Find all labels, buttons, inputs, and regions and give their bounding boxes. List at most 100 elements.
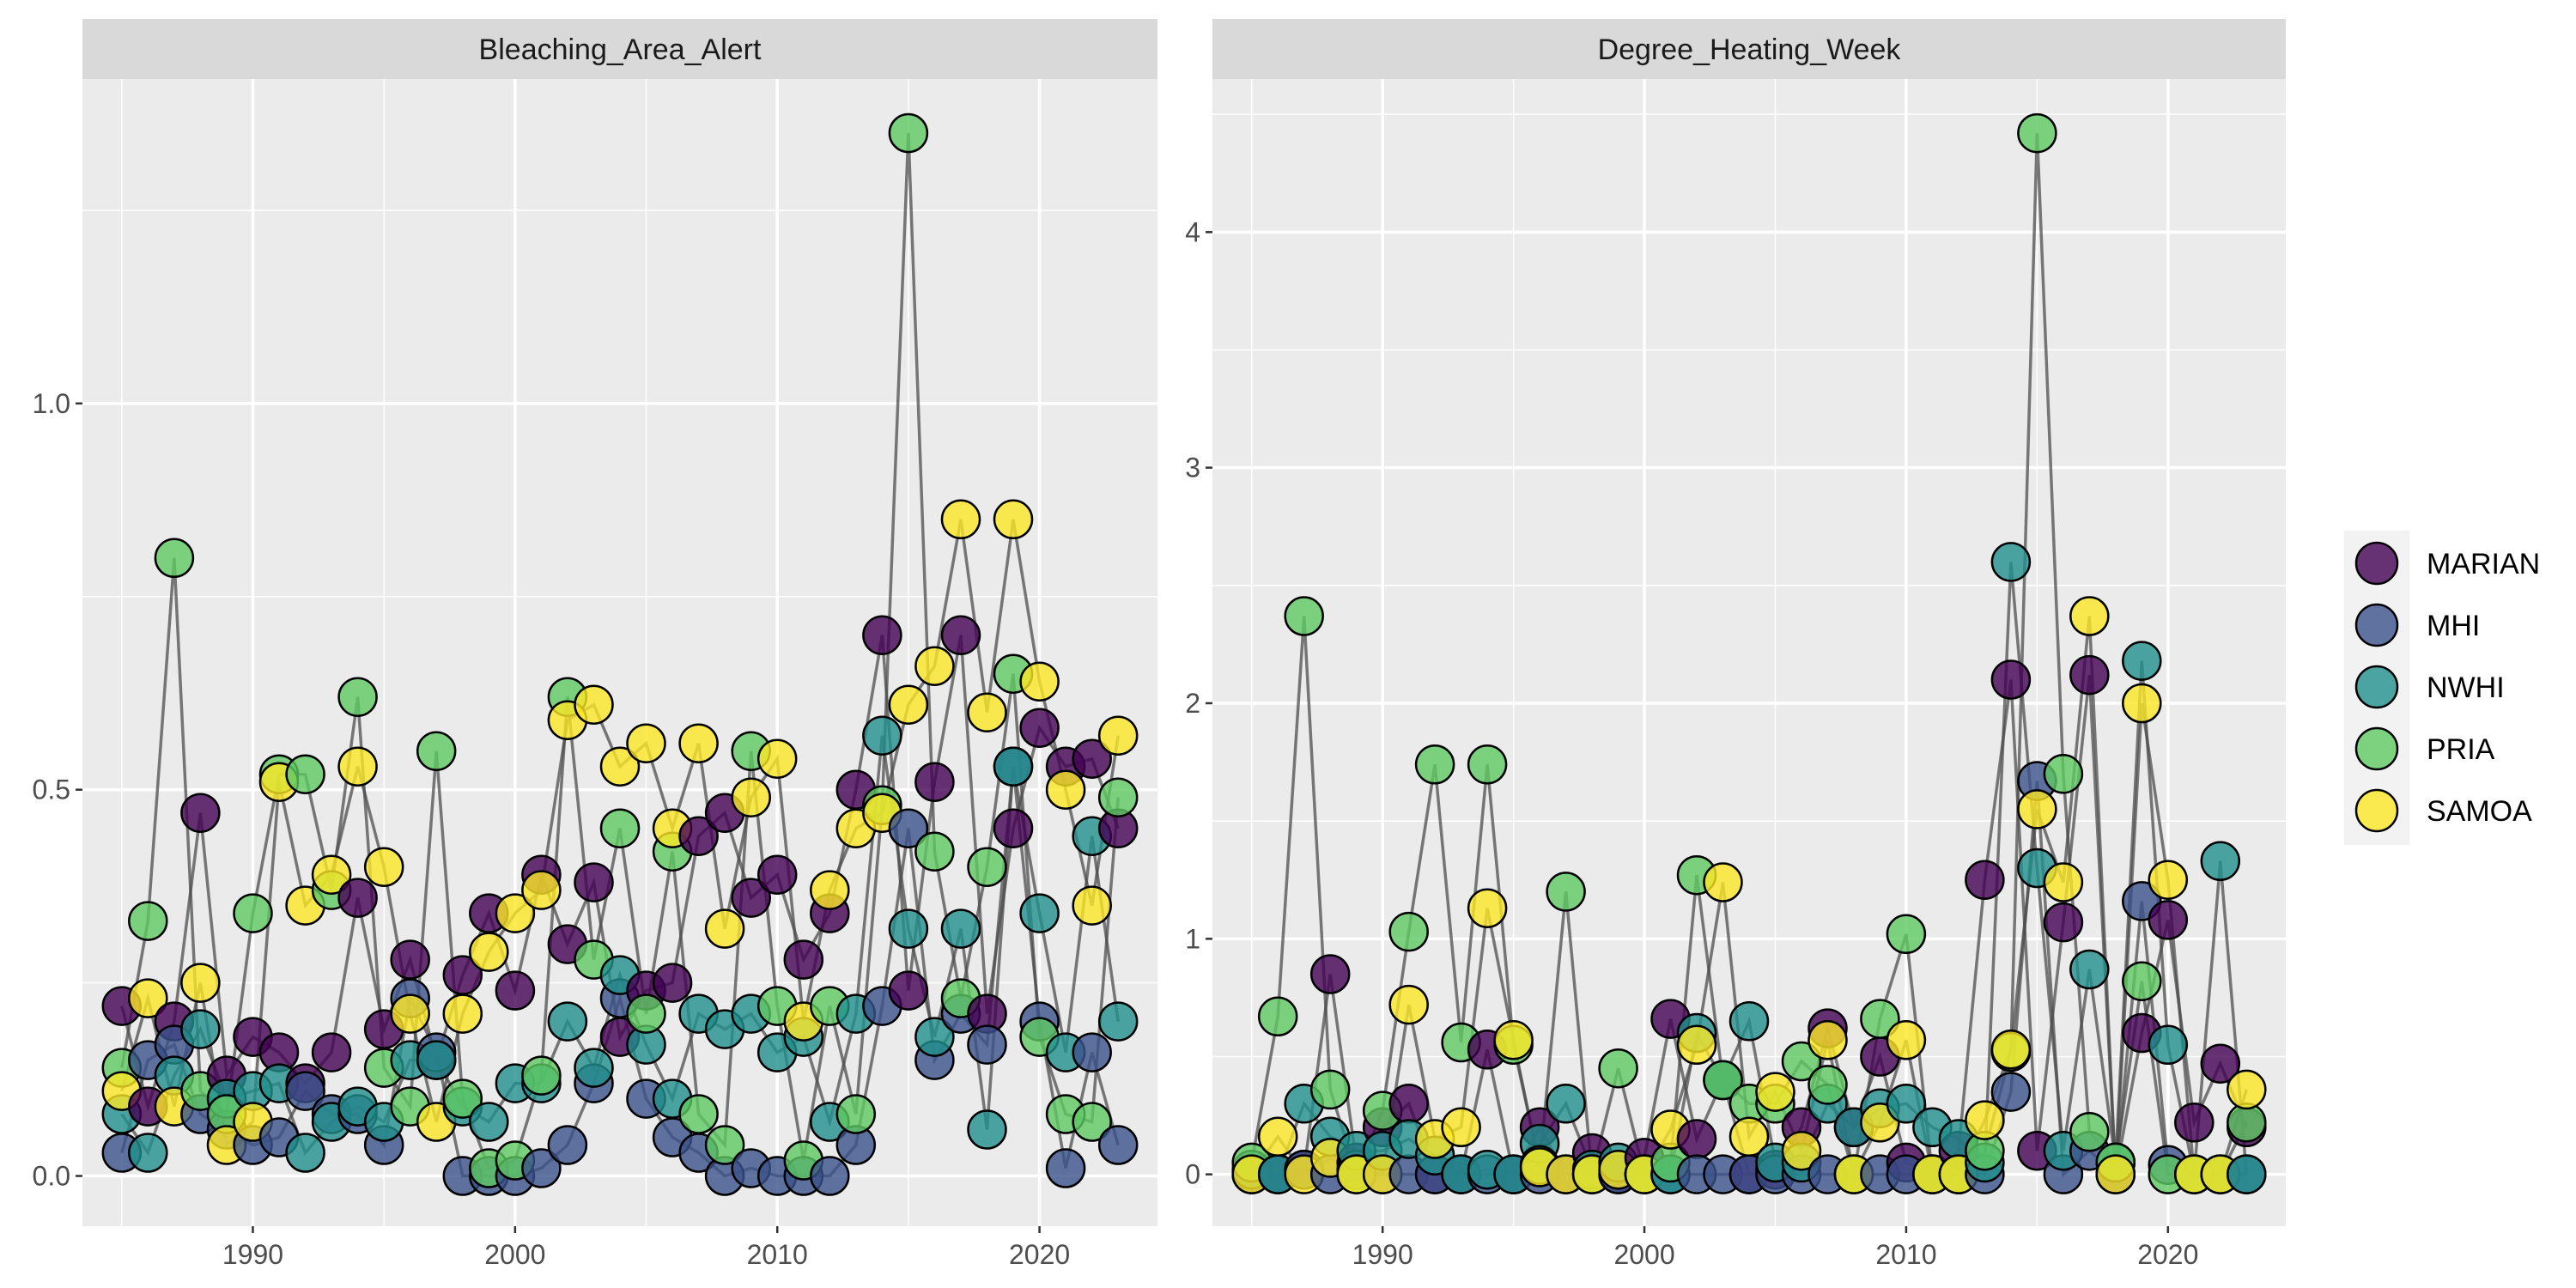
data-point-nwhi (2200, 841, 2241, 882)
data-point-pria (1388, 911, 1429, 952)
data-point-samoa (390, 993, 430, 1034)
legend-key-pria (2354, 726, 2399, 771)
legend: MARIAN MHI NWHI PRIA SAMOA (2344, 531, 2540, 845)
data-point-pria (678, 1094, 719, 1134)
data-point-marian (2148, 900, 2189, 940)
data-point-nwhi (2122, 641, 2162, 681)
data-point-samoa (1019, 661, 1060, 702)
data-point-nwhi (914, 1017, 955, 1057)
data-point-pria (835, 1094, 877, 1134)
data-points (1231, 112, 2267, 1194)
data-point-marian (888, 970, 929, 1011)
data-point-nwhi (1886, 1084, 1927, 1124)
data-point-marian (1309, 954, 1351, 994)
data-point-samoa (810, 870, 850, 910)
x-tick-label: 1990 (1352, 1239, 1413, 1270)
panel-degree-heating-week: Degree_Heating_Week 0 1 2 3 4 1990 2000 2010 20… (1185, 19, 2286, 1270)
data-point-pria (2122, 961, 2162, 1001)
data-point-samoa (495, 893, 536, 933)
x-tick-label: 2000 (484, 1239, 545, 1270)
data-point-pria (1781, 1041, 1822, 1082)
data-point-pria (233, 893, 273, 933)
x-axis: 1990 2000 2010 2020 (222, 1226, 1070, 1270)
data-point-samoa (993, 499, 1034, 540)
data-point-samoa (1781, 1130, 1822, 1171)
y-tick-label: 0.0 (33, 1161, 70, 1192)
data-point-nwhi (1097, 1001, 1139, 1042)
y-axis: 0 1 2 3 4 (1185, 216, 1212, 1190)
data-point-samoa (1045, 769, 1086, 810)
data-point-samoa (180, 963, 221, 1003)
facet-strip (82, 19, 1157, 79)
data-point-pria (1414, 744, 1455, 785)
data-point-nwhi (1546, 1084, 1586, 1124)
data-point-samoa (731, 777, 771, 817)
data-point-mhi (521, 1148, 562, 1188)
data-point-pria (2017, 112, 2057, 154)
data-point-marian (756, 854, 798, 895)
data-point-samoa (914, 646, 955, 686)
data-point-pria (888, 112, 929, 154)
data-point-pria (1097, 777, 1139, 817)
facet-strip-label: Bleaching_Area_Alert (479, 33, 762, 66)
legend-label: NWHI (2427, 671, 2505, 704)
data-point-samoa (1441, 1107, 1481, 1148)
y-tick-label: 0.5 (33, 775, 70, 805)
data-point-nwhi (2148, 1024, 2189, 1066)
data-point-samoa (2043, 862, 2084, 902)
data-point-samoa (2148, 860, 2189, 900)
data-point-pria (626, 993, 666, 1034)
data-point-samoa (704, 908, 745, 949)
data-point-samoa (1728, 1116, 1770, 1157)
data-point-pria (154, 538, 195, 579)
data-point-pria (1072, 1102, 1112, 1142)
y-tick-label: 2 (1185, 688, 1200, 719)
data-point-pria (967, 847, 1007, 887)
data-point-mhi (1990, 1072, 2032, 1112)
data-point-marian (783, 939, 824, 980)
data-point-samoa (1467, 888, 1508, 928)
legend-label: MARIAN (2427, 548, 2540, 580)
legend-key-marian (2354, 541, 2399, 586)
data-point-marian (940, 615, 981, 656)
data-point-pria (1807, 1065, 1848, 1105)
data-point-samoa (1886, 1020, 1927, 1060)
legend-key-nwhi (2354, 665, 2399, 709)
facet-strip-label: Degree_Heating_Week (1598, 33, 1902, 66)
legend-label: SAMOA (2427, 795, 2532, 828)
data-point-marian (914, 762, 955, 802)
data-point-marian (678, 816, 719, 856)
legend-label: PRIA (2427, 733, 2495, 766)
data-point-samoa (1965, 1100, 2005, 1140)
data-point-marian (495, 970, 536, 1011)
data-point-mhi (967, 1024, 1007, 1065)
data-point-samoa (678, 723, 719, 763)
x-tick-label: 2010 (747, 1239, 808, 1270)
data-point-samoa (1388, 984, 1429, 1025)
y-tick-label: 3 (1185, 453, 1200, 483)
data-point-mhi (810, 1156, 850, 1196)
data-point-samoa (128, 978, 168, 1018)
data-point-samoa (1755, 1072, 1795, 1112)
data-point-mhi (888, 808, 929, 848)
data-point-samoa (626, 723, 666, 763)
data-point-nwhi (888, 908, 929, 949)
data-point-mhi (547, 1125, 588, 1165)
data-point-pria (2069, 1112, 2110, 1152)
data-point-pria (1598, 1048, 1638, 1089)
data-point-marian (574, 862, 614, 902)
data-point-samoa (1807, 1020, 1848, 1060)
data-point-samoa (2095, 1154, 2136, 1194)
data-point-marian (2069, 654, 2110, 696)
x-tick-label: 2020 (1009, 1239, 1070, 1270)
data-point-marian (337, 878, 378, 918)
data-point-marian (2200, 1043, 2241, 1084)
y-axis: 0.0 0.5 1.0 (33, 388, 82, 1192)
data-point-pria (1886, 914, 1927, 955)
data-point-marian (862, 615, 902, 656)
data-point-pria (1703, 1060, 1743, 1101)
data-point-pria (1546, 872, 1586, 912)
data-point-samoa (1676, 1024, 1717, 1066)
data-point-samoa (337, 746, 378, 787)
